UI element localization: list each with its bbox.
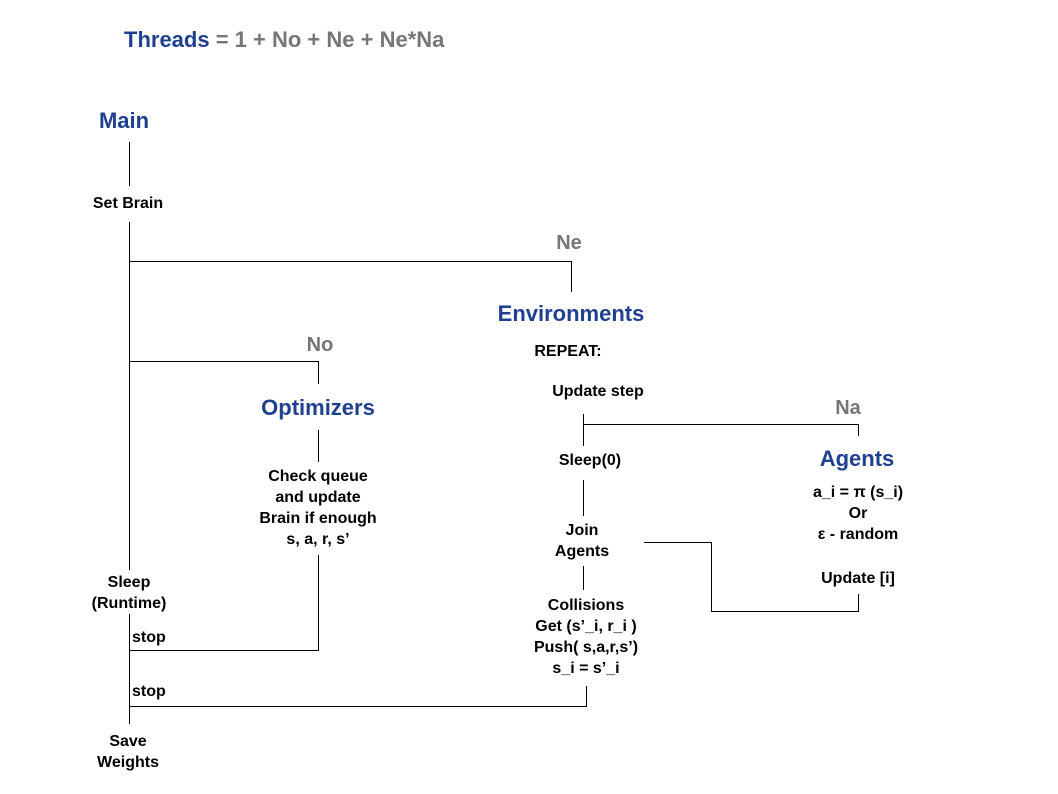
- stop-environments-label: stop: [132, 683, 166, 700]
- collisions-line: s_i = s’_i: [552, 660, 620, 677]
- collisions-line: Collisions: [547, 597, 625, 614]
- update-step-label: Update step: [552, 383, 644, 400]
- optimizers-body-line: Brain if enough: [259, 510, 377, 527]
- optimizers-branch: [129, 361, 319, 384]
- threads-label: Threads: [124, 27, 210, 52]
- main-sleep-label: Sleep (Runtime): [92, 572, 167, 614]
- main-sleep-line: (Runtime): [91, 595, 167, 612]
- collisions-line: Get (s’_i, r_i ): [535, 618, 637, 635]
- optimizers-body-line: s, a, r, s’: [286, 531, 350, 548]
- repeat-label: REPEAT:: [534, 343, 602, 360]
- env-sleep-label: Sleep(0): [558, 452, 622, 469]
- agent-policy-line: Or: [848, 505, 868, 522]
- optimizers-body-line: Check queue: [268, 468, 368, 485]
- join-agents-line: Join: [565, 522, 599, 539]
- agent-update-label: Update [i]: [821, 570, 895, 587]
- save-weights-line: Weights: [97, 754, 159, 771]
- agents-branch: [583, 424, 859, 436]
- set-brain-label: Set Brain: [92, 195, 164, 212]
- agents-heading: Agents: [819, 446, 895, 471]
- agent-policy-line: ε - random: [817, 526, 899, 543]
- join-agents-label: Join Agents: [555, 520, 609, 562]
- join-agents-line: Agents: [554, 543, 610, 560]
- optimizers-count: No: [306, 334, 334, 356]
- environments-count: Ne: [556, 232, 582, 254]
- environments-branch: [129, 261, 572, 292]
- collisions-block: Collisions Get (s’_i, r_i ) Push( s,a,r,…: [534, 595, 638, 679]
- save-weights-label: Save Weights: [97, 731, 159, 773]
- optimizers-body-line: and update: [275, 489, 361, 506]
- main-heading: Main: [98, 108, 150, 133]
- main-sleep-line: Sleep: [107, 574, 151, 591]
- threads-formula: Threads = 1 + No + Ne + Ne*Na: [124, 27, 444, 53]
- optimizers-body: Check queue and update Brain if enough s…: [259, 466, 376, 550]
- agents-join-link: [644, 542, 859, 612]
- save-weights-line: Save: [109, 733, 147, 750]
- collisions-line: Push( s,a,r,s’): [533, 639, 639, 656]
- agent-policy: a_i = π (s_i) Or ε - random: [813, 482, 903, 545]
- stop-optimizers-label: stop: [132, 629, 166, 646]
- environments-stop-link: [129, 686, 587, 707]
- optimizers-stop-link: [129, 555, 319, 651]
- agent-policy-line: a_i = π (s_i): [812, 484, 904, 501]
- optimizers-heading: Optimizers: [261, 395, 375, 420]
- threads-expression: = 1 + No + Ne + Ne*Na: [209, 27, 445, 52]
- agents-count: Na: [835, 397, 861, 419]
- environments-heading: Environments: [497, 301, 645, 326]
